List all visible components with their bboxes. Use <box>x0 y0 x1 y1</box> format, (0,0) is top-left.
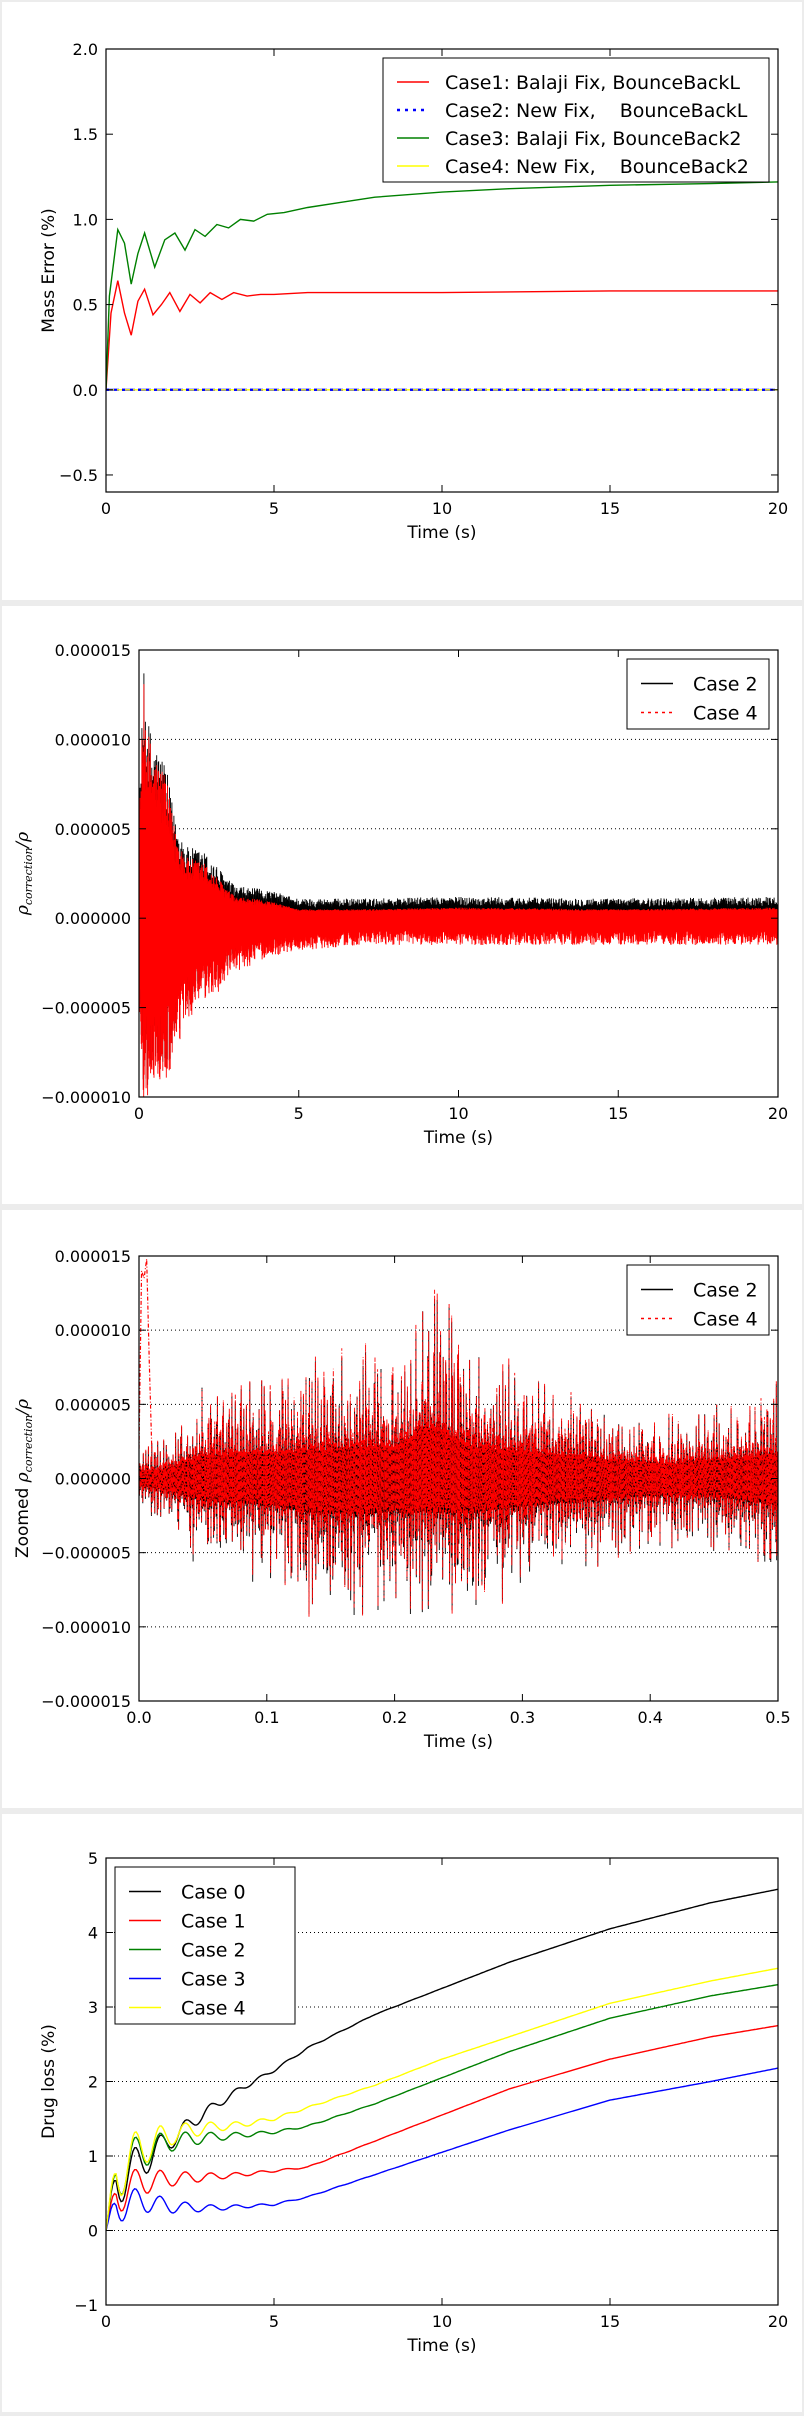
y-axis-label: Drug loss (%) <box>39 2024 59 2139</box>
y-tick-label: −0.000010 <box>41 1618 131 1637</box>
y-tick-label: 1.0 <box>73 210 98 229</box>
y-tick-label: 0.000005 <box>55 1395 131 1414</box>
series-line-case-4 <box>139 684 778 1097</box>
chart-panel-rho-correction: 0 5 10 15 20 −0.000010 −0.000005 0.000000 0.0000… <box>2 606 802 1204</box>
y-axis-label: Mass Error (%) <box>39 208 59 332</box>
legend-label: Case4: New Fix, BounceBack2 <box>445 156 749 178</box>
series-line-1 <box>106 280 778 390</box>
chart-svg-zoomed-rho-correction: 0.0 0.1 0.2 0.3 0.4 0.5 −0.000015 −0.000010 −0.0… <box>13 1247 791 1752</box>
legend: Case 2 Case 4 <box>626 658 770 730</box>
legend-label: Case1: Balaji Fix, BounceBackL <box>445 72 740 94</box>
y-tick-label: 0 <box>88 2222 98 2241</box>
x-tick-label: 0 <box>134 1104 144 1123</box>
chart-panel-mass-error: 0 5 10 15 20 −0.5 0.0 0.5 1.0 1.5 2.0 Time (s) Mass … <box>2 2 802 600</box>
series-line-case-4-spike <box>139 1258 153 1449</box>
series-line-case-4 <box>139 1289 778 1617</box>
legend-box <box>626 658 770 730</box>
chart-panel-drug-loss: 0 5 10 15 20 −1 0 1 2 3 4 5 Time (s) Drug loss (%) Cas… <box>2 1814 802 2412</box>
legend-label: Case 4 <box>181 1998 246 2020</box>
legend-label: Case 3 <box>181 1969 246 1991</box>
x-tick-label: 0.2 <box>382 1708 407 1727</box>
y-axis-label: Zoomed ρcorrection/ρ <box>13 1399 35 1558</box>
x-tick-label: 5 <box>269 499 279 518</box>
x-tick-label: 0.3 <box>510 1708 535 1727</box>
x-tick-label: 15 <box>600 499 620 518</box>
y-tick-label: −0.5 <box>59 466 98 485</box>
legend-label: Case 4 <box>693 703 758 725</box>
x-tick-label: 0 <box>101 2312 111 2331</box>
x-tick-label: 20 <box>768 1104 788 1123</box>
series-line-case-1 <box>106 2024 778 2231</box>
y-tick-label: 0.000000 <box>55 909 131 928</box>
y-tick-label: 4 <box>88 1924 98 1943</box>
series-line-case-3 <box>106 2067 778 2231</box>
legend: Case1: Balaji Fix, BounceBackL Case2: New… <box>382 57 770 183</box>
x-tick-label: 15 <box>608 1104 628 1123</box>
y-tick-label: 0.000015 <box>55 641 131 660</box>
y-tick-label: 2.0 <box>73 40 98 59</box>
legend-label: Case 1 <box>181 1911 246 1933</box>
legend-label: Case2: New Fix, BounceBackL <box>445 100 748 122</box>
y-tick-label: 0.000010 <box>55 1321 131 1340</box>
x-tick-label: 5 <box>269 2312 279 2331</box>
y-tick-label: 0.000015 <box>55 1247 131 1266</box>
legend-label: Case 2 <box>693 1280 758 1302</box>
y-tick-label: 0.000000 <box>55 1470 131 1489</box>
y-tick-label: 1.5 <box>73 125 98 144</box>
x-tick-label: 0.0 <box>126 1708 151 1727</box>
legend: Case 2 Case 4 <box>626 1264 770 1336</box>
legend-label: Case 2 <box>181 1940 246 1962</box>
legend: Case 0 Case 1 Case 2 Case 3 Case 4 <box>114 1866 296 2025</box>
y-tick-label: −0.000015 <box>41 1692 131 1711</box>
y-tick-label: −0.000005 <box>41 999 131 1018</box>
chart-panel-zoomed-rho-correction: 0.0 0.1 0.2 0.3 0.4 0.5 −0.000015 −0.000010 −0.0… <box>2 1210 802 1808</box>
y-tick-label: −0.000005 <box>41 1544 131 1563</box>
series-line-case-0 <box>106 1888 778 2231</box>
legend-label: Case 2 <box>693 674 758 696</box>
y-tick-label: 1 <box>88 2147 98 2166</box>
y-tick-label: 0.000005 <box>55 820 131 839</box>
x-tick-label: 15 <box>600 2312 620 2331</box>
x-tick-label: 0.5 <box>765 1708 790 1727</box>
y-tick-label: −0.000010 <box>41 1088 131 1107</box>
y-tick-label: 0.5 <box>73 296 98 315</box>
y-axis-label: ρcorrection/ρ <box>13 832 35 916</box>
x-tick-label: 0.4 <box>637 1708 662 1727</box>
y-tick-label: 5 <box>88 1849 98 1868</box>
y-tick-label: 2 <box>88 2073 98 2092</box>
legend-box <box>626 1264 770 1336</box>
legend-box <box>114 1866 296 2025</box>
x-tick-label: 5 <box>294 1104 304 1123</box>
x-tick-label: 0 <box>101 499 111 518</box>
y-tick-label: −1 <box>74 2296 98 2315</box>
chart-svg-mass-error: 0 5 10 15 20 −0.5 0.0 0.5 1.0 1.5 2.0 Time (s) Mass … <box>39 40 788 543</box>
x-tick-label: 20 <box>768 2312 788 2331</box>
x-tick-label: 10 <box>448 1104 468 1123</box>
x-tick-label: 0.1 <box>254 1708 279 1727</box>
y-tick-label: 0.000010 <box>55 730 131 749</box>
x-tick-label: 10 <box>432 2312 452 2331</box>
y-tick-label: 0.0 <box>73 381 98 400</box>
x-axis-label: Time (s) <box>406 2336 476 2356</box>
series-line-3 <box>106 181 778 390</box>
series-line-case-2 <box>106 1984 778 2231</box>
x-axis-label: Time (s) <box>423 1128 493 1148</box>
legend-label: Case 4 <box>693 1309 758 1331</box>
y-tick-label: 3 <box>88 1998 98 2017</box>
x-tick-label: 20 <box>768 499 788 518</box>
chart-svg-rho-correction: 0 5 10 15 20 −0.000010 −0.000005 0.000000 0.0000… <box>13 641 788 1148</box>
x-tick-label: 10 <box>432 499 452 518</box>
legend-box <box>382 57 770 183</box>
x-axis-label: Time (s) <box>423 1732 493 1752</box>
x-axis-label: Time (s) <box>406 523 476 543</box>
series-line-case-2 <box>139 673 778 1088</box>
series-line-case-4 <box>106 1967 778 2231</box>
legend-label: Case3: Balaji Fix, BounceBack2 <box>445 128 741 150</box>
legend-label: Case 0 <box>181 1882 246 1904</box>
